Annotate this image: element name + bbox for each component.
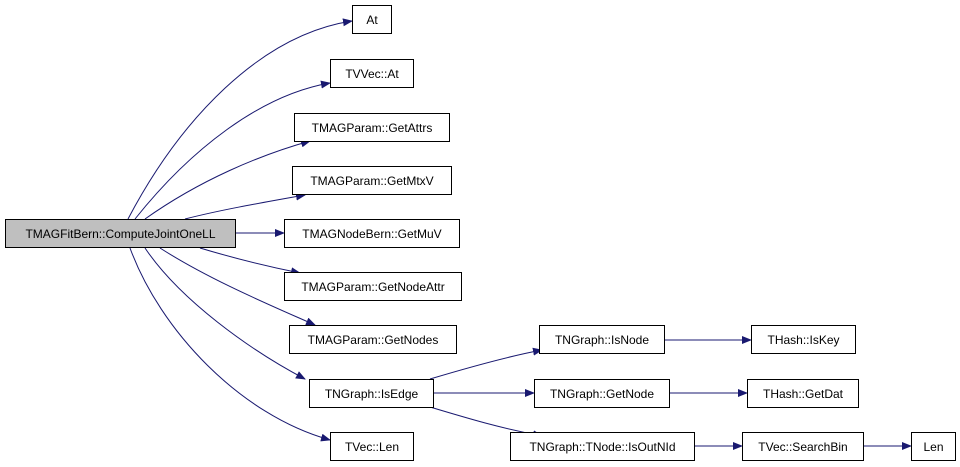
node-get-dat[interactable]: THash::GetDat (747, 379, 859, 408)
edge-root-at (127, 18, 353, 220)
node-get-muv[interactable]: TMAGNodeBern::GetMuV (284, 219, 460, 248)
node-is-node[interactable]: TNGraph::IsNode (539, 325, 665, 354)
edge-root-get-attrs (144, 139, 311, 220)
edge-root-get-nodes (159, 247, 316, 326)
edge-root-tvec-len (129, 247, 331, 442)
node-is-edge[interactable]: TNGraph::IsEdge (309, 379, 434, 408)
node-get-node-attr[interactable]: TMAGParam::GetNodeAttr (284, 272, 462, 301)
edge-root-get-node-attr (199, 247, 301, 276)
node-at[interactable]: At (352, 5, 392, 34)
node-get-node[interactable]: TNGraph::GetNode (534, 379, 670, 408)
node-root[interactable]: TMAGFitBern::ComputeJointOneLL (5, 219, 236, 248)
node-get-attrs[interactable]: TMAGParam::GetAttrs (294, 113, 450, 142)
node-len[interactable]: Len (911, 432, 956, 461)
edge-root-get-mtxv (184, 192, 306, 220)
node-tvvec-at[interactable]: TVVec::At (330, 59, 414, 88)
edge-is-edge-is-node (429, 347, 543, 380)
edge-root-tvvec-at (134, 80, 331, 220)
node-is-out-nid[interactable]: TNGraph::TNode::IsOutNId (510, 432, 695, 461)
node-is-key[interactable]: THash::IsKey (751, 325, 856, 354)
node-get-mtxv[interactable]: TMAGParam::GetMtxV (292, 166, 452, 195)
node-search-bin[interactable]: TVec::SearchBin (742, 432, 864, 461)
node-tvec-len[interactable]: TVec::Len (330, 432, 414, 461)
edge-root-is-edge (144, 247, 306, 380)
node-get-nodes[interactable]: TMAGParam::GetNodes (289, 325, 457, 354)
